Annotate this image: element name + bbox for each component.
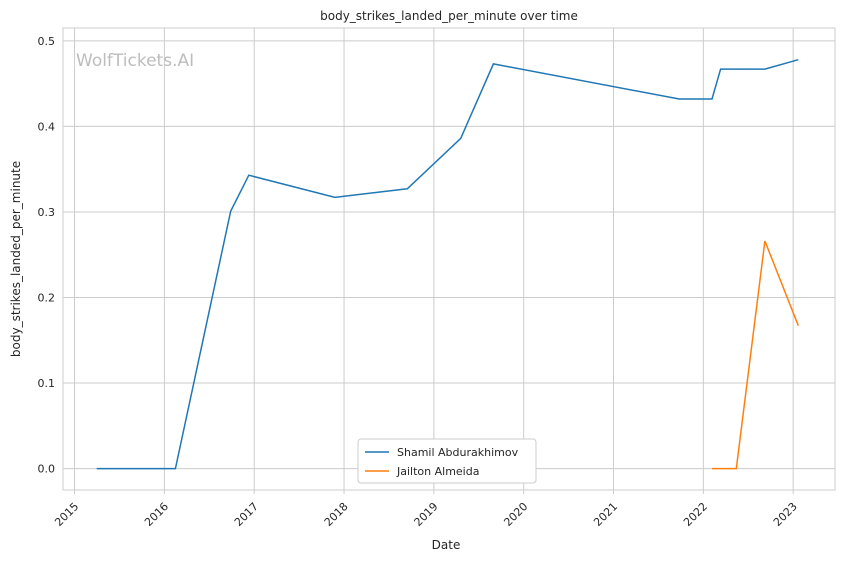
- watermark: WolfTickets.AI: [76, 51, 194, 71]
- x-axis-label: Date: [432, 538, 461, 552]
- x-tick-label: 2015: [52, 500, 81, 529]
- y-tick-label: 0.2: [38, 292, 56, 305]
- y-tick-label: 0.0: [38, 463, 56, 476]
- y-axis: 0.0 0.1 0.2 0.3 0.4 0.5: [38, 35, 56, 476]
- legend-label-1: Jailton Almeida: [396, 465, 479, 478]
- series-line-0: [96, 58, 799, 470]
- x-tick-label: 2019: [412, 500, 441, 529]
- x-tick-label: 2017: [232, 500, 261, 529]
- x-tick-label: 2018: [322, 500, 351, 529]
- y-tick-label: 0.3: [38, 206, 56, 219]
- legend-box: [357, 438, 537, 484]
- x-axis: 2015 2016 2017 2018 2019 2020 2021 2022 2023: [52, 490, 800, 529]
- x-tick-label: 2021: [591, 500, 620, 529]
- series-lines: [96, 58, 799, 470]
- x-tick-label: 2016: [142, 500, 171, 529]
- legend-label-0: Shamil Abdurakhimov: [397, 446, 519, 459]
- y-axis-label: body_strikes_landed_per_minute: [9, 161, 23, 357]
- plot-frame: [62, 27, 836, 491]
- x-tick-label: 2020: [501, 500, 530, 529]
- y-tick-label: 0.5: [38, 35, 56, 48]
- chart-title: body_strikes_landed_per_minute over time: [320, 9, 578, 23]
- x-tick-label: 2023: [771, 500, 800, 529]
- y-tick-label: 0.1: [38, 377, 56, 390]
- y-tick-label: 0.4: [38, 120, 56, 133]
- grid: [63, 28, 835, 490]
- x-tick-label: 2022: [681, 500, 710, 529]
- legend: Shamil Abdurakhimov Jailton Almeida: [357, 438, 537, 484]
- series-line-1: [712, 240, 799, 470]
